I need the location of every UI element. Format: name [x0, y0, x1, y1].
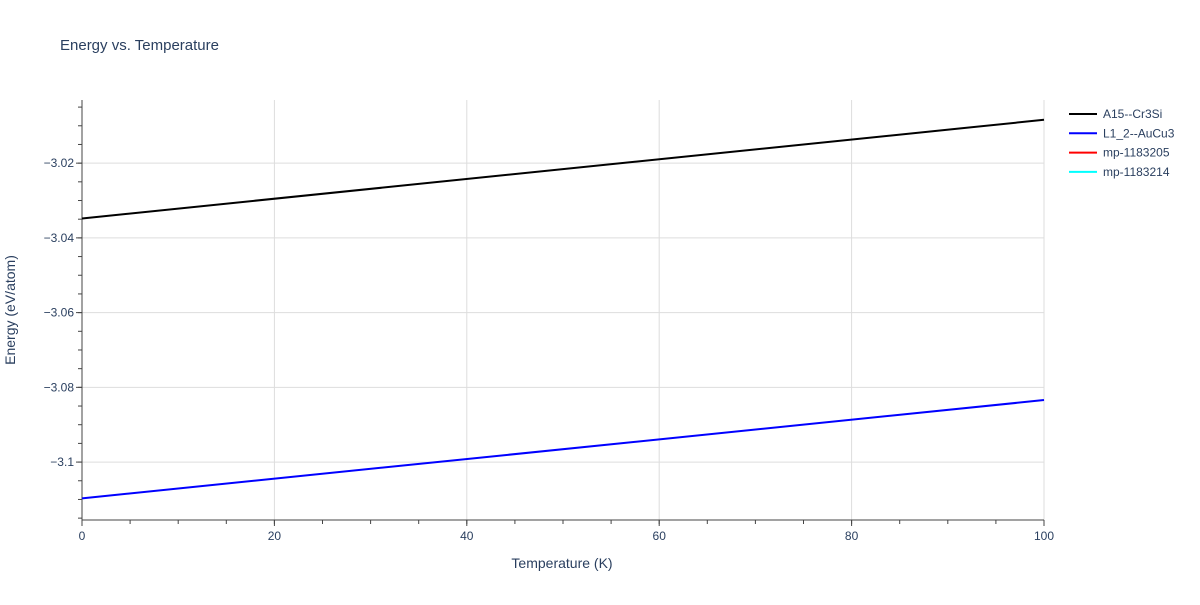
chart-title: Energy vs. Temperature: [60, 37, 219, 54]
axes: 0 20 40 60 80 100 −3.1 −3.08 −3.06 −3.04 −3.02: [44, 100, 1054, 543]
x-tick-label: 100: [1034, 529, 1054, 543]
legend[interactable]: A15--Cr3Si L1_2--AuCu3 mp-1183205 mp-118321…: [1069, 107, 1175, 179]
legend-label: mp-1183205: [1103, 146, 1170, 160]
x-tick-label: 40: [460, 529, 474, 543]
legend-label: A15--Cr3Si: [1103, 107, 1162, 121]
x-tick-label: 60: [653, 529, 667, 543]
legend-label: mp-1183214: [1103, 165, 1170, 179]
y-tick-label: −3.02: [44, 156, 75, 170]
x-tick-label: 0: [79, 529, 86, 543]
y-tick-label: −3.04: [44, 231, 75, 245]
x-tick-label: 80: [845, 529, 859, 543]
y-axis-title: Energy (eV/atom): [2, 255, 18, 365]
series-line-1: [81, 399, 1045, 500]
x-axis-title: Temperature (K): [511, 555, 612, 571]
y-tick-label: −3.08: [44, 380, 75, 394]
series: [81, 118, 1045, 500]
x-tick-label: 20: [268, 529, 282, 543]
legend-label: L1_2--AuCu3: [1103, 126, 1175, 140]
y-tick-label: −3.1: [50, 455, 74, 469]
y-tick-label: −3.06: [44, 306, 75, 320]
series-line-0: [81, 118, 1045, 220]
grid: [82, 100, 1045, 520]
